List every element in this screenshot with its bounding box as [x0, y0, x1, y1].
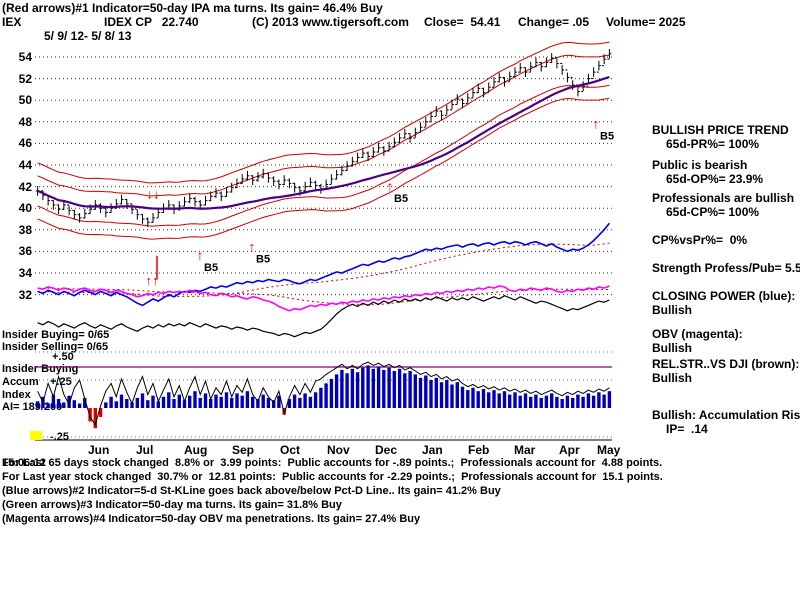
stock-name-price: IDEX CP 22.740 [104, 15, 199, 29]
analysis-line: CP%vsPr%= 0% [652, 233, 748, 247]
price-tick-label: 32 [18, 287, 32, 302]
month-label: Oct [280, 443, 301, 457]
month-label: Jul [136, 443, 154, 457]
signal-label: B5 [204, 262, 218, 274]
month-label: Jun [88, 443, 110, 457]
left-label: Accum [2, 376, 39, 388]
change-value: Change= .05 [518, 15, 590, 29]
signal-label: B5 [256, 253, 270, 265]
rel-strength-line [37, 295, 610, 338]
closing-power-line [37, 222, 611, 307]
month-label: Feb [468, 443, 490, 457]
price-tick-label: 46 [18, 136, 32, 151]
up-arrow: ↑ [387, 178, 394, 194]
month-label: Sep [232, 443, 255, 457]
analysis-line: Bullish: Accumulation Risi [652, 408, 800, 422]
analysis-line: Bullish [652, 371, 693, 385]
obv-line [37, 285, 610, 312]
price-band-line [37, 54, 610, 197]
analysis-line: OBV (magenta): [652, 327, 743, 341]
signal-label: B5 [394, 193, 408, 205]
price-tick-label: 52 [18, 71, 32, 86]
price-tick-label: 40 [18, 201, 32, 216]
analysis-line: Bullish [652, 303, 693, 317]
price-tick-label: 42 [18, 179, 32, 194]
footer-line: For Last 65 days stock changed 8.8% or 3… [2, 457, 663, 469]
analysis-line: 65d-OP%= 23.9% [666, 172, 764, 186]
up-arrow: ↑ [197, 247, 204, 263]
footer-line: For Last year stock changed 30.7% or 12.… [2, 471, 663, 483]
left-label: +.25 [50, 376, 72, 388]
analysis-line: CLOSING POWER (blue): [652, 289, 796, 303]
closing-power-ma [37, 242, 610, 298]
obv-ma [37, 287, 610, 306]
price-ma-line [37, 75, 610, 210]
price-gridlines [35, 56, 612, 438]
month-label: Apr [559, 443, 580, 457]
footer-line: (Blue arrows)#2 Indicator=5-d St-KLine g… [2, 485, 501, 497]
yellow-marker [30, 431, 42, 440]
price-bars [35, 48, 612, 228]
month-label: Aug [184, 443, 208, 457]
signal-arrows: ↓↓↑↑↑B5↑B5↑B5↑B5 [146, 115, 615, 288]
accum-index-bars [35, 365, 612, 429]
month-label: Dec [375, 443, 398, 457]
price-tick-label: 38 [18, 222, 32, 237]
footer-line: (Green arrows)#3 Indicator=50-day ma tur… [2, 499, 342, 511]
analysis-line: Bullish [652, 341, 693, 355]
month-label: Jan [422, 443, 443, 457]
date-range: 5/ 9/ 12- 5/ 8/ 13 [44, 29, 132, 43]
price-tick-label: 44 [18, 158, 32, 172]
analysis-line: 65d-CP%= 100% [666, 205, 760, 219]
analysis-line: BULLISH PRICE TREND [652, 123, 789, 137]
month-label: Mar [514, 443, 536, 457]
price-tick-label: 36 [18, 244, 32, 259]
close-value: Close= 54.41 [424, 15, 501, 29]
analysis-line: REL.STR..VS DJI (brown): [652, 357, 800, 371]
accum-index-line [37, 361, 610, 426]
left-label: +.50 [52, 351, 74, 363]
left-label: Insider Selling= 0/65 [2, 341, 109, 353]
analysis-line: Professionals are bullish [652, 191, 795, 205]
analysis-line: Strength Profess/Pub= 5.5 [652, 261, 800, 275]
analysis-line: Public is bearish [652, 158, 748, 172]
dbl-down-arrow: ↓↓ [147, 186, 160, 201]
up-arrow: ↑ [593, 115, 600, 131]
ticker-symbol: IEX [2, 15, 22, 29]
left-label: Insider Buying [2, 363, 79, 375]
indicator1-summary: (Red arrows)#1 Indicator=50-day IPA ma t… [2, 1, 383, 15]
copyright-text: (C) 2013 www.tigersoft.com [252, 15, 409, 29]
up-arrow: ↑ [249, 238, 256, 254]
left-label: Index [2, 389, 31, 401]
price-tick-label: 48 [18, 114, 32, 129]
price-tick-label: 54 [18, 50, 32, 64]
analysis-line: IP= .14 [666, 422, 708, 436]
price-band-line [37, 41, 610, 184]
left-label: Insider Buying= 0/65 [2, 329, 110, 341]
month-label: Nov [327, 443, 350, 457]
price-band-line [37, 84, 610, 227]
dbl-up-arrow: ↑↑ [146, 273, 159, 288]
month-label: May [597, 443, 621, 457]
analysis-line: 65d-PR%= 100% [666, 137, 760, 151]
timestamp: 15:06:12 [2, 457, 47, 469]
price-tick-label: 50 [18, 93, 32, 108]
volume-value: Volume= 2025 [606, 15, 686, 29]
footer-line: (Magenta arrows)#4 Indicator=50-day OBV … [2, 513, 421, 525]
price-band-line [37, 97, 610, 240]
signal-label: B5 [600, 130, 614, 142]
price-tick-label: 34 [18, 266, 32, 280]
